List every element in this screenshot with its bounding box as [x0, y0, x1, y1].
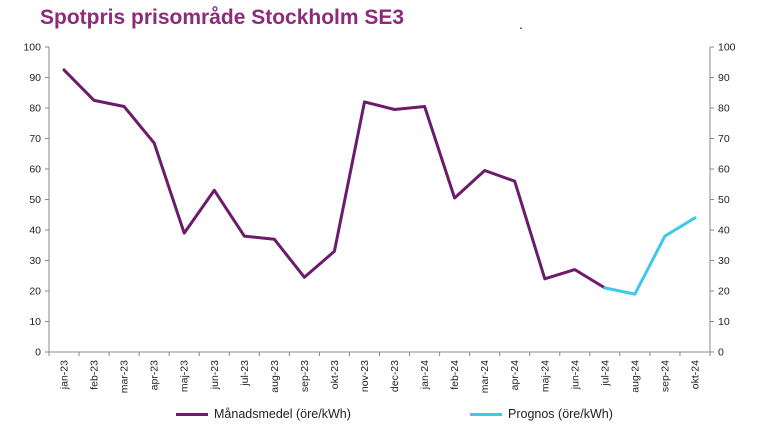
y-tick-label-left: 60: [29, 164, 41, 176]
data-point: [273, 237, 276, 241]
data-point: [183, 231, 186, 235]
y-tick-label-left: 30: [29, 255, 41, 267]
x-tick-label: nov-23: [359, 360, 371, 392]
data-point: [92, 99, 96, 102]
legend-item-series-2: Prognos (öre/kWh): [470, 407, 613, 421]
legend-swatch-series-1: [176, 412, 208, 416]
x-tick-label: jun-24: [569, 360, 581, 390]
data-point: [603, 286, 607, 290]
x-tick-label: sep-23: [299, 360, 311, 392]
data-point: [663, 234, 667, 238]
y-tick-label-left: 100: [23, 42, 41, 54]
data-point: [693, 216, 697, 219]
x-tick-label: dec-23: [389, 360, 401, 392]
legend-swatch-series-2: [470, 412, 502, 416]
y-tick-label-right: 10: [718, 316, 730, 328]
y-axis-left-ticks: 0 10 20 30 40 50 60 70 80 90 100: [23, 42, 49, 359]
x-tick-label: maj-24: [539, 360, 551, 392]
x-tick-label: apr-23: [149, 360, 161, 391]
chart-title: Spotpris prisområde Stockholm SE3: [40, 6, 405, 29]
x-tick-label: sep-24: [659, 360, 671, 392]
data-point: [213, 189, 216, 192]
x-tick-label: feb-23: [89, 360, 101, 390]
legend-label-series-2: Prognos (öre/kWh): [508, 407, 613, 421]
data-point: [303, 276, 306, 279]
y-tick-label-right: 60: [718, 164, 730, 176]
y-tick-label-right: 100: [718, 42, 736, 54]
data-point: [573, 268, 576, 271]
data-point: [483, 169, 486, 172]
data-point: [333, 250, 336, 253]
y-tick-label-right: 80: [718, 103, 730, 115]
y-tick-label-left: 50: [29, 194, 41, 206]
x-tick-label: aug-23: [269, 360, 281, 393]
data-point: [122, 105, 126, 108]
data-point: [513, 180, 516, 183]
x-tick-label: jun-23: [209, 360, 221, 390]
data-point: [423, 105, 426, 108]
x-tick-label: maj-23: [179, 360, 191, 392]
legend-item-series-1: Månadsmedel (öre/kWh): [176, 407, 351, 421]
x-tick-label: aug-24: [629, 360, 641, 393]
y-tick-label-left: 10: [29, 316, 41, 328]
series-line-2: [603, 216, 697, 296]
stray-mark: .: [519, 16, 523, 32]
x-tick-label: jul-24: [599, 360, 611, 387]
data-point: [543, 277, 546, 280]
x-tick-label: mar-23: [119, 360, 131, 393]
data-point: [393, 108, 396, 111]
data-point: [152, 141, 156, 145]
x-axis-ticks: jan-23 feb-23 mar-23 apr-23 maj-23 jun-23 jul-…: [48, 352, 711, 393]
series-lines: [62, 68, 697, 296]
y-tick-label-right: 20: [718, 286, 730, 298]
x-tick-label: jul-23: [239, 360, 251, 387]
axes: [48, 47, 711, 353]
y-tick-label-right: 30: [718, 255, 730, 267]
y-tick-label-left: 90: [29, 72, 41, 84]
x-tick-label: feb-24: [449, 360, 461, 390]
x-tick-label: jan-23: [59, 360, 71, 390]
y-tick-label-left: 0: [35, 347, 41, 359]
y-tick-label-right: 40: [718, 225, 730, 237]
y-tick-label-right: 0: [718, 347, 724, 359]
x-tick-label: jan-24: [419, 360, 431, 390]
y-tick-label-right: 70: [718, 133, 730, 145]
data-point: [633, 292, 637, 296]
data-point: [243, 234, 246, 238]
y-tick-label-left: 80: [29, 103, 41, 115]
data-point: [363, 100, 366, 104]
x-tick-label: okt-23: [329, 360, 341, 389]
y-tick-label-right: 90: [718, 72, 730, 84]
y-tick-label-left: 20: [29, 286, 41, 298]
y-tick-label-left: 70: [29, 133, 41, 145]
x-tick-label: apr-24: [509, 360, 521, 391]
legend-label-series-1: Månadsmedel (öre/kWh): [214, 407, 351, 421]
y-tick-label-right: 50: [718, 194, 730, 206]
series-line-1: [62, 68, 607, 290]
data-point: [453, 196, 456, 200]
data-point: [62, 68, 66, 72]
y-tick-label-left: 40: [29, 225, 41, 237]
x-tick-label: okt-24: [689, 360, 701, 389]
y-axis-right-ticks: 0 10 20 30 40 50 60 70 80 90 100: [710, 42, 736, 359]
x-tick-label: mar-24: [479, 360, 491, 393]
